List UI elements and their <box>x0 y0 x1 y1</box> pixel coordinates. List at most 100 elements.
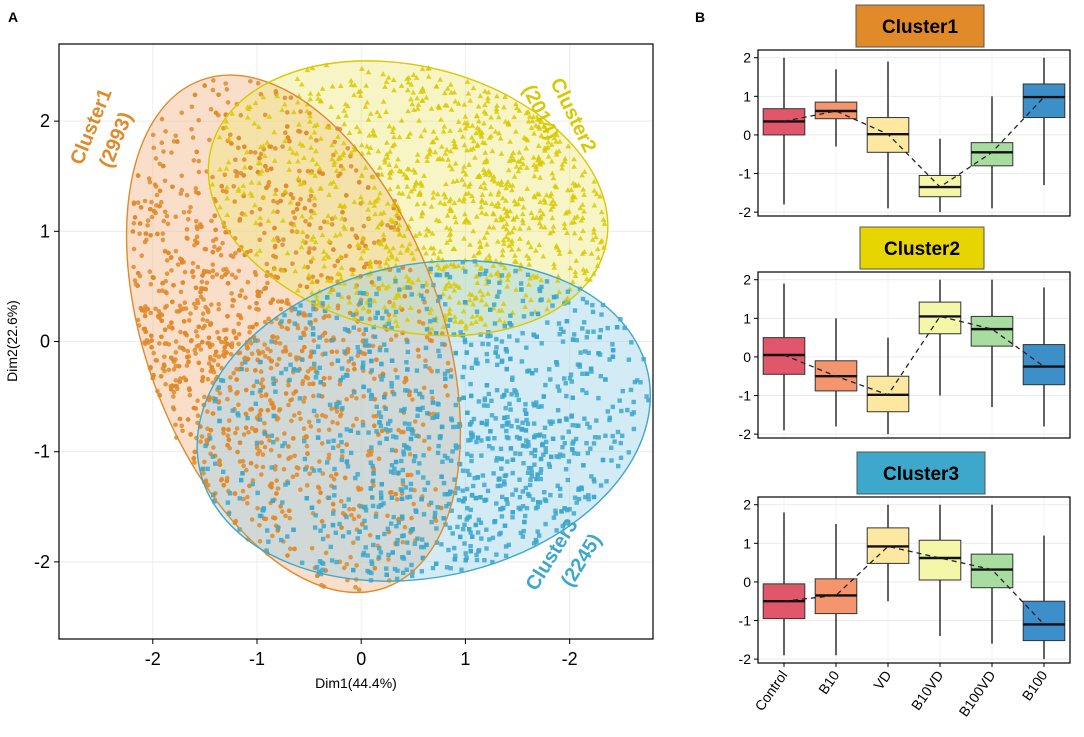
cluster3-point <box>541 394 546 399</box>
cluster1-point <box>347 507 352 512</box>
cluster3-point <box>405 285 410 290</box>
cluster2-point <box>568 187 574 192</box>
cluster1-point <box>215 362 221 368</box>
cluster2-point <box>253 251 260 257</box>
cluster1-point <box>220 352 226 358</box>
cluster3-point <box>519 287 524 292</box>
cluster3-point <box>605 325 610 331</box>
cluster1-point <box>258 408 264 413</box>
cluster1-point <box>158 374 164 379</box>
cluster2-point <box>382 83 388 89</box>
cluster3-point <box>362 342 368 347</box>
cluster1-point <box>248 341 254 346</box>
cluster2-point <box>476 174 483 180</box>
cluster3-point <box>370 503 376 509</box>
cluster2-point <box>380 231 387 237</box>
cluster3-point <box>558 486 563 492</box>
scatter-points <box>130 62 651 593</box>
cluster2-point <box>442 90 448 96</box>
cluster1-point <box>305 369 311 374</box>
cluster3-point <box>317 335 322 340</box>
cluster2-point <box>455 263 462 268</box>
cluster2-point <box>389 254 395 260</box>
cluster3-point <box>583 349 588 354</box>
cluster1-point <box>312 365 317 371</box>
cluster3-point <box>460 468 466 473</box>
cluster3-point <box>471 416 477 422</box>
cluster1-point <box>423 358 428 364</box>
boxplot-y-tick-label: -2 <box>739 426 752 442</box>
cluster1-point <box>191 301 197 307</box>
cluster1-point <box>181 210 187 215</box>
cluster3-point <box>541 434 547 439</box>
cluster2-point <box>513 259 519 264</box>
boxplot-area <box>758 272 1070 438</box>
cluster3-point <box>514 418 520 423</box>
cluster3-point <box>371 542 376 548</box>
cluster2-point <box>531 173 538 179</box>
cluster2-point <box>406 166 412 172</box>
cluster3-point <box>579 485 584 490</box>
cluster3-point <box>401 533 406 538</box>
cluster1-point <box>194 240 200 246</box>
boxplot-y-tick-label: 0 <box>743 127 751 143</box>
cluster3-point <box>518 451 523 457</box>
cluster2-point <box>251 120 258 126</box>
cluster2-point <box>570 194 576 200</box>
cluster1-point <box>289 397 295 402</box>
cluster3-point <box>275 525 281 530</box>
cluster3-point <box>389 495 395 500</box>
cluster3-point <box>421 475 426 480</box>
cluster3-point <box>417 461 422 466</box>
cluster1-point <box>277 408 282 413</box>
cluster3-point <box>302 439 307 444</box>
cluster1-point <box>239 288 244 293</box>
cluster2-point <box>504 208 510 214</box>
cluster1-point <box>267 438 272 443</box>
cluster3-point <box>521 461 526 466</box>
cluster3-point <box>295 368 301 373</box>
cluster1-point <box>372 565 378 571</box>
cluster2-point <box>529 118 536 124</box>
cluster2-point <box>342 225 348 231</box>
cluster2-point <box>541 123 547 129</box>
cluster1-point <box>297 283 303 289</box>
cluster3-point <box>211 492 216 498</box>
cluster2-point <box>398 82 405 88</box>
cluster1-point <box>191 158 197 163</box>
cluster3-point <box>345 464 351 469</box>
cluster1-point <box>173 363 179 369</box>
cluster1-point <box>234 173 240 179</box>
cluster1-point <box>302 395 308 401</box>
cluster2-point <box>327 180 334 186</box>
cluster1-point <box>192 460 197 465</box>
cluster1-point <box>142 198 148 204</box>
cluster3-point <box>325 460 330 465</box>
cluster2-point <box>391 134 397 140</box>
cluster2-point <box>451 138 457 143</box>
cluster1-point <box>189 104 195 110</box>
cluster3-point <box>530 371 535 376</box>
cluster3-point <box>389 358 395 363</box>
cluster1-point <box>193 329 199 334</box>
cluster3-point <box>542 425 548 430</box>
cluster1-point <box>230 297 235 303</box>
cluster1-point <box>398 429 404 435</box>
cluster2-point <box>307 90 314 96</box>
cluster3-point <box>456 444 462 449</box>
cluster3-point <box>572 451 577 456</box>
cluster2-point <box>396 168 403 173</box>
cluster3-point <box>461 395 466 400</box>
cluster2-point <box>491 173 497 179</box>
cluster1-point <box>248 165 253 171</box>
cluster3-point <box>570 395 575 400</box>
cluster1-point <box>332 139 338 145</box>
cluster3-point <box>551 515 557 520</box>
cluster3-point <box>560 445 565 450</box>
cluster3-point <box>339 457 344 463</box>
cluster3-point <box>292 321 297 326</box>
cluster1-point <box>286 444 291 449</box>
cluster2-point <box>317 97 324 103</box>
